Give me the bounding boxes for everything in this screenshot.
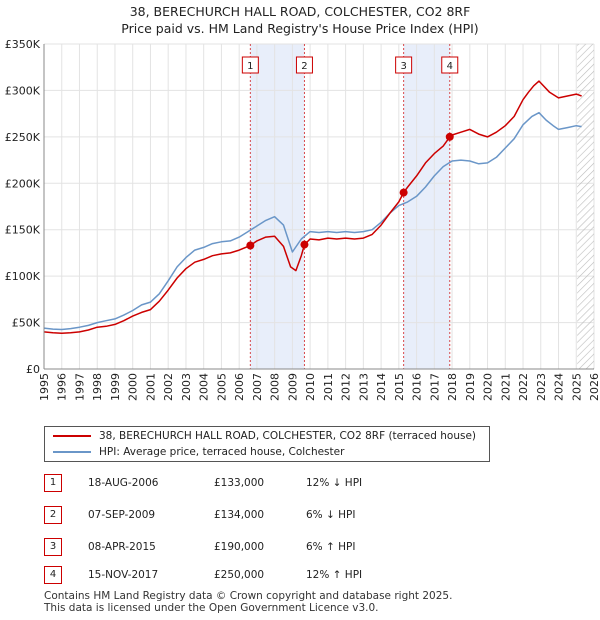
legend-hpi-label: HPI: Average price, terraced house, Colc…	[99, 446, 345, 458]
x-tick-label: 2009	[286, 373, 299, 401]
transaction-price: £134,000	[214, 509, 265, 521]
sale-point	[246, 241, 255, 250]
legend-hpi: HPI: Average price, terraced house, Colc…	[53, 444, 344, 460]
legend-property-line	[53, 435, 91, 437]
sale-number-box	[395, 56, 413, 74]
x-tick-label: 2008	[269, 373, 282, 401]
transaction-row: 4 15-NOV-2017 £250,000 12% ↑ HPI	[44, 566, 484, 584]
property-price-line	[43, 80, 582, 335]
x-tick-label: 2022	[517, 373, 530, 401]
sale-number-box	[295, 56, 313, 74]
x-tick-label: 1997	[73, 373, 86, 401]
x-tick-label: 2003	[180, 373, 193, 401]
sale-point	[300, 240, 309, 249]
sale-number-box	[241, 56, 259, 74]
x-tick-label: 2018	[446, 373, 459, 401]
transaction-hpi: 12% ↑ HPI	[306, 569, 363, 581]
x-tick-label: 2014	[375, 373, 388, 401]
chart-legend: 38, BERECHURCH HALL ROAD, COLCHESTER, CO…	[44, 426, 490, 462]
transaction-date: 15-NOV-2017	[88, 569, 159, 581]
transaction-date: 18-AUG-2006	[88, 477, 159, 489]
x-tick-label: 2017	[428, 373, 441, 401]
x-tick-label: 2004	[198, 373, 211, 401]
hpi-line	[43, 111, 582, 331]
transaction-price: £133,000	[214, 477, 265, 489]
x-tick-label: 2016	[411, 373, 424, 401]
sale-number-box	[441, 56, 459, 74]
x-tick-label: 2013	[357, 373, 370, 401]
transaction-price: £250,000	[214, 569, 265, 581]
sale-point	[399, 188, 408, 197]
x-tick-label: 2000	[127, 373, 140, 401]
transaction-row: 2 07-SEP-2009 £134,000 6% ↓ HPI	[44, 506, 484, 524]
x-tick-label: 2023	[535, 373, 548, 401]
y-tick-label: £50K	[12, 317, 41, 330]
x-tick-label: 2005	[215, 373, 228, 401]
y-tick-label: £350K	[5, 38, 41, 51]
transaction-hpi: 6% ↓ HPI	[306, 509, 356, 521]
price-chart: 1 2 3 4 £0 £50K £100K £150K £200K £250K £300K £350…	[5, 38, 600, 401]
footer-attribution: Contains HM Land Registry data © Crown c…	[44, 590, 452, 614]
legend-property-label: 38, BERECHURCH HALL ROAD, COLCHESTER, CO…	[99, 430, 477, 442]
transaction-hpi: 12% ↓ HPI	[306, 477, 363, 489]
transaction-badge: 1	[44, 474, 62, 492]
transaction-badge: 4	[44, 566, 62, 584]
transaction-date: 07-SEP-2009	[88, 509, 156, 521]
x-tick-label: 2020	[482, 373, 495, 401]
chart-title: 38, BERECHURCH HALL ROAD, COLCHESTER, CO…	[0, 3, 600, 37]
transaction-badge: 3	[44, 538, 62, 556]
title-line-1: 38, BERECHURCH HALL ROAD, COLCHESTER, CO…	[129, 4, 471, 19]
sale-number-label: 2	[301, 61, 307, 72]
y-tick-label: £100K	[5, 270, 41, 283]
sale-number-label: 3	[400, 61, 406, 72]
x-tick-label: 2021	[499, 373, 512, 401]
x-tick-label: 1999	[109, 373, 122, 401]
x-tick-label: 2001	[144, 373, 157, 401]
x-tick-label: 2015	[393, 373, 406, 401]
footer-line-2: This data is licensed under the Open Gov…	[44, 602, 379, 614]
x-tick-label: 2024	[553, 373, 566, 401]
x-tick-label: 2012	[340, 373, 353, 401]
y-tick-label: £0	[26, 363, 40, 376]
ownership-shade	[250, 44, 305, 369]
legend-property: 38, BERECHURCH HALL ROAD, COLCHESTER, CO…	[53, 428, 476, 444]
forecast-hatch	[577, 44, 594, 369]
transaction-row: 3 08-APR-2015 £190,000 6% ↑ HPI	[44, 538, 484, 556]
footer-line-1: Contains HM Land Registry data © Crown c…	[44, 590, 453, 602]
x-tick-label: 2002	[162, 373, 175, 401]
sale-number-label: 4	[447, 61, 453, 72]
legend-hpi-line	[53, 451, 91, 453]
y-tick-label: £300K	[5, 84, 41, 97]
y-tick-label: £200K	[5, 177, 41, 190]
ownership-shade	[403, 44, 450, 369]
transaction-row: 1 18-AUG-2006 £133,000 12% ↓ HPI	[44, 474, 484, 492]
title-line-2: Price paid vs. HM Land Registry's House …	[121, 21, 479, 36]
x-tick-label: 2025	[570, 373, 583, 401]
y-tick-label: £150K	[5, 224, 41, 237]
x-tick-label: 1998	[91, 373, 104, 401]
transaction-hpi: 6% ↑ HPI	[306, 541, 356, 553]
x-tick-label: 2006	[233, 373, 246, 401]
x-tick-label: 2026	[588, 373, 600, 401]
x-tick-label: 1995	[38, 373, 51, 401]
transaction-price: £190,000	[214, 541, 265, 553]
x-tick-label: 2011	[322, 373, 335, 401]
x-tick-label: 2019	[464, 373, 477, 401]
x-tick-label: 2010	[304, 373, 317, 401]
x-tick-label: 1996	[56, 373, 69, 401]
sale-number-label: 1	[247, 61, 253, 72]
transaction-date: 08-APR-2015	[88, 541, 156, 553]
y-tick-label: £250K	[5, 131, 41, 144]
sale-point	[445, 132, 454, 141]
x-tick-label: 2007	[251, 373, 264, 401]
transaction-badge: 2	[44, 506, 62, 524]
